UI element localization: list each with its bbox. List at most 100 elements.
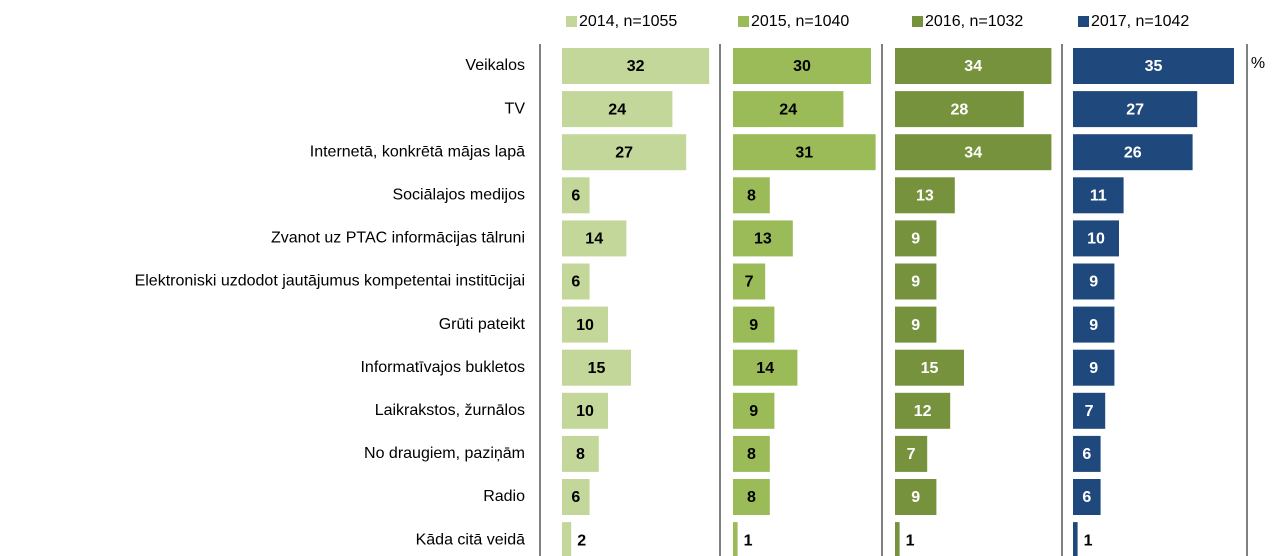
- bar: [895, 48, 1052, 84]
- legend-label: 2015, n=1040: [751, 13, 849, 30]
- bar: [895, 392, 951, 429]
- category-label: Internetā, konkrētā mājas lapā: [310, 143, 525, 160]
- value-label: 9: [911, 274, 920, 291]
- value-label: 7: [907, 446, 916, 463]
- bar: [895, 220, 937, 257]
- bar: [1073, 177, 1124, 214]
- value-label: 24: [779, 101, 797, 118]
- category-label: Veikalos: [465, 57, 525, 74]
- bar: [562, 392, 608, 429]
- bar: [895, 479, 937, 515]
- value-label: 9: [749, 403, 758, 420]
- bar: [1073, 134, 1193, 171]
- value-label: 9: [1089, 360, 1098, 377]
- category-label: Grūti pateikt: [439, 316, 526, 333]
- bar: [895, 134, 1052, 171]
- value-label: 6: [1082, 489, 1091, 506]
- bar: [1073, 522, 1078, 556]
- legend-label: 2014, n=1055: [579, 13, 677, 30]
- bar: [895, 349, 964, 386]
- bar: [1073, 220, 1119, 257]
- category-label: Informatīvajos bukletos: [360, 359, 525, 376]
- value-label: 9: [749, 317, 758, 334]
- value-label: 35: [1145, 58, 1163, 75]
- value-label: 9: [1089, 317, 1098, 334]
- bar: [562, 263, 590, 300]
- bar: [562, 177, 590, 214]
- bar: [562, 306, 608, 343]
- value-label: 10: [576, 317, 594, 334]
- unit-label: %: [1251, 55, 1265, 72]
- bar: [733, 134, 876, 171]
- bar: [733, 91, 844, 128]
- legend-label: 2017, n=1042: [1091, 13, 1189, 30]
- value-label: 8: [747, 188, 756, 205]
- category-label: Zvanot uz PTAC informācijas tālruni: [271, 230, 525, 247]
- bar: [733, 306, 775, 343]
- value-label: 13: [916, 188, 934, 205]
- value-label: 27: [615, 144, 633, 161]
- value-label: 32: [627, 58, 645, 75]
- bar: [1073, 306, 1115, 343]
- value-label: 7: [1085, 403, 1094, 420]
- value-label: 27: [1126, 101, 1144, 118]
- bar: [562, 479, 590, 515]
- value-label: 9: [911, 489, 920, 506]
- value-label: 2: [577, 532, 586, 549]
- bar: [1073, 48, 1234, 84]
- value-label: 8: [747, 446, 756, 463]
- legend-swatch: [738, 16, 749, 27]
- bar: [1073, 479, 1101, 515]
- value-label: 31: [795, 144, 813, 161]
- bar: [895, 306, 937, 343]
- value-label: 13: [754, 231, 772, 248]
- bar: [562, 220, 627, 257]
- bar: [1073, 349, 1115, 386]
- legend-label: 2016, n=1032: [925, 13, 1023, 30]
- value-label: 6: [571, 489, 580, 506]
- category-label: Radio: [483, 488, 525, 505]
- value-label: 12: [914, 403, 932, 420]
- category-label: Sociālajos medijos: [392, 187, 525, 204]
- value-label: 1: [906, 532, 915, 549]
- legend-swatch: [912, 16, 923, 27]
- value-label: 15: [588, 360, 606, 377]
- bar: [895, 263, 937, 300]
- category-label: No draugiem, paziņām: [364, 445, 525, 462]
- value-label: 26: [1124, 144, 1142, 161]
- bar: [562, 522, 572, 556]
- bar: [562, 48, 710, 84]
- value-label: 8: [747, 489, 756, 506]
- bar: [733, 435, 770, 472]
- value-label: 1: [744, 532, 753, 549]
- bar: [562, 134, 687, 171]
- value-label: 11: [1090, 188, 1107, 205]
- value-label: 10: [576, 403, 594, 420]
- value-label: 14: [756, 360, 774, 377]
- category-label: Laikrakstos, žurnālos: [375, 402, 525, 419]
- bar: [1073, 392, 1106, 429]
- value-label: 9: [911, 317, 920, 334]
- bar: [895, 91, 1024, 128]
- bar: [733, 177, 770, 214]
- bar: [733, 392, 775, 429]
- value-label: 24: [608, 101, 626, 118]
- value-label: 6: [1082, 446, 1091, 463]
- legend-swatch: [1078, 16, 1089, 27]
- value-label: 1: [1084, 532, 1093, 549]
- bar: [1073, 91, 1198, 128]
- legend-swatch: [566, 16, 577, 27]
- bar: [1073, 263, 1115, 300]
- value-label: 6: [571, 274, 580, 291]
- bar: [895, 522, 900, 556]
- value-label: 28: [951, 101, 969, 118]
- value-label: 10: [1087, 231, 1105, 248]
- bar: [733, 522, 738, 556]
- category-label: Kāda citā veidā: [416, 531, 526, 548]
- value-label: 30: [793, 58, 811, 75]
- value-label: 14: [585, 231, 603, 248]
- bar: [1073, 435, 1101, 472]
- bar: [733, 220, 793, 257]
- value-label: 34: [964, 58, 982, 75]
- bar: [733, 263, 766, 300]
